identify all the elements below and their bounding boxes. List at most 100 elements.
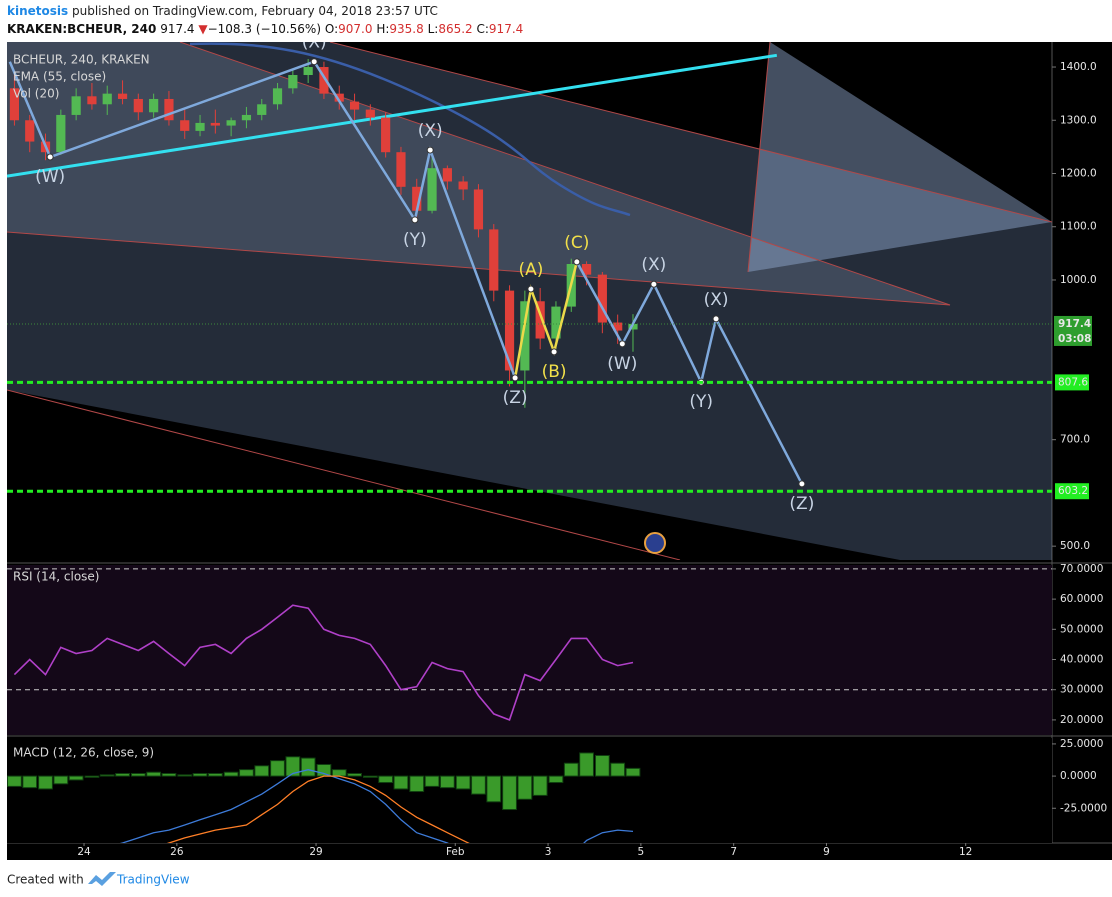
histogram-bar bbox=[115, 773, 130, 777]
wave-label: (Y) bbox=[403, 230, 427, 250]
y-tick-label: 1200.0 bbox=[1060, 167, 1097, 179]
event-icon[interactable] bbox=[644, 532, 666, 554]
x-tick-label: Feb bbox=[446, 846, 465, 858]
candle-body bbox=[613, 322, 623, 331]
histogram-bar bbox=[161, 773, 177, 777]
candle-body bbox=[520, 301, 530, 371]
trend-edge bbox=[747, 42, 771, 273]
histogram-bar bbox=[610, 762, 626, 777]
x-tick-label: 5 bbox=[638, 846, 645, 858]
indicator-title: EMA (55, close) bbox=[13, 70, 106, 84]
wave-point bbox=[527, 285, 535, 293]
candle-body bbox=[597, 274, 607, 323]
candle-body bbox=[504, 290, 515, 371]
histogram-bar bbox=[146, 771, 162, 777]
wave-point bbox=[46, 153, 54, 161]
wave-label: (A) bbox=[518, 260, 543, 280]
wave-label: (X) bbox=[418, 121, 443, 141]
wave-point bbox=[550, 348, 558, 356]
x-tick-label: 9 bbox=[823, 846, 830, 858]
quote-line: KRAKEN:BCHEUR, 240 917.4 ▼−108.3 (−10.56… bbox=[7, 22, 523, 36]
histogram-bar bbox=[362, 775, 378, 778]
histogram-bar bbox=[625, 767, 641, 777]
wave-label: (X) bbox=[641, 255, 666, 275]
y-tick-label: 1300.0 bbox=[1060, 114, 1097, 126]
pane-title: BCHEUR, 240, KRAKEN bbox=[13, 53, 150, 67]
histogram-bar bbox=[579, 752, 594, 777]
pane: (W) (X) (Y) (X) (Z) (A) (B) (C) (W) (X) (Y) (X) (Z) bbox=[7, 42, 1052, 560]
y-tick-label: 20.0000 bbox=[1060, 714, 1103, 726]
y-tick-label: 700.0 bbox=[1060, 434, 1090, 446]
trend-edge bbox=[329, 42, 1052, 223]
candle-body bbox=[349, 101, 360, 110]
candle-body bbox=[25, 120, 35, 142]
candle-body bbox=[412, 186, 422, 211]
candle-body bbox=[365, 109, 375, 118]
c-value: 917.4 bbox=[489, 22, 523, 36]
x-tick-label: 29 bbox=[309, 846, 322, 858]
histogram-bar bbox=[455, 775, 471, 790]
candle-body bbox=[319, 67, 329, 94]
wave-point bbox=[310, 58, 318, 66]
candle-body bbox=[628, 323, 638, 330]
histogram-bar bbox=[393, 775, 409, 790]
rsi-line bbox=[13, 604, 634, 721]
histogram-bar bbox=[347, 773, 362, 777]
l-label: L: bbox=[428, 22, 439, 36]
histogram-bar bbox=[378, 775, 394, 784]
wave-line bbox=[513, 261, 579, 379]
candle-body bbox=[9, 88, 20, 121]
x-tick-label: 12 bbox=[959, 846, 972, 858]
histogram-bar bbox=[130, 773, 146, 777]
wave-point bbox=[712, 315, 720, 323]
candle-body bbox=[581, 264, 592, 275]
l-value: 865.2 bbox=[438, 22, 472, 36]
level-label: 603.2 bbox=[1058, 485, 1088, 497]
countdown-label: 03:08 bbox=[1058, 333, 1091, 345]
candle-body bbox=[226, 120, 236, 126]
pane-background bbox=[7, 565, 1052, 735]
histogram-bar bbox=[239, 769, 254, 777]
wave-line bbox=[8, 60, 517, 379]
y-tick-label: 0.0000 bbox=[1060, 770, 1097, 782]
wave-point bbox=[650, 280, 658, 288]
h-label: H: bbox=[376, 22, 389, 36]
wave-point bbox=[573, 258, 581, 266]
wave-label: (C) bbox=[564, 233, 589, 253]
triangle bbox=[748, 42, 1052, 272]
wave-point bbox=[426, 146, 434, 154]
pane bbox=[7, 568, 1052, 721]
candle-body bbox=[427, 168, 437, 211]
author[interactable]: kinetosis bbox=[7, 4, 68, 18]
level-tag bbox=[1055, 483, 1089, 500]
candle-body bbox=[117, 93, 128, 99]
histogram-bar bbox=[22, 775, 38, 789]
y-tick-label: 40.0000 bbox=[1060, 654, 1103, 666]
o-value: 907.0 bbox=[338, 22, 372, 36]
footer-brand[interactable]: TradingView bbox=[116, 873, 190, 887]
candle-body bbox=[210, 122, 220, 126]
histogram-bar bbox=[68, 775, 84, 781]
histogram-bar bbox=[207, 773, 223, 777]
change: −108.3 (−10.56%) bbox=[208, 22, 321, 36]
histogram-bar bbox=[563, 762, 579, 777]
pane-title: RSI (14, close) bbox=[13, 570, 99, 584]
wave-label: (Z) bbox=[789, 494, 814, 514]
candle-body bbox=[102, 93, 112, 105]
candle-body bbox=[396, 152, 406, 187]
pane-title: MACD (12, 26, close, 9) bbox=[13, 746, 154, 760]
candle-body bbox=[442, 168, 452, 182]
trend-edge bbox=[7, 389, 681, 560]
c-label: C: bbox=[477, 22, 489, 36]
candle-body bbox=[257, 104, 267, 115]
y-tick-label: -25.0000 bbox=[1060, 802, 1107, 814]
histogram-bar bbox=[517, 775, 533, 800]
trendline bbox=[7, 53, 778, 178]
histogram-bar bbox=[84, 775, 100, 778]
level-label: 807.6 bbox=[1058, 376, 1088, 388]
histogram-bar bbox=[316, 764, 332, 777]
candle-body bbox=[334, 93, 344, 102]
candle-body bbox=[489, 229, 499, 291]
candle-body bbox=[195, 122, 205, 131]
